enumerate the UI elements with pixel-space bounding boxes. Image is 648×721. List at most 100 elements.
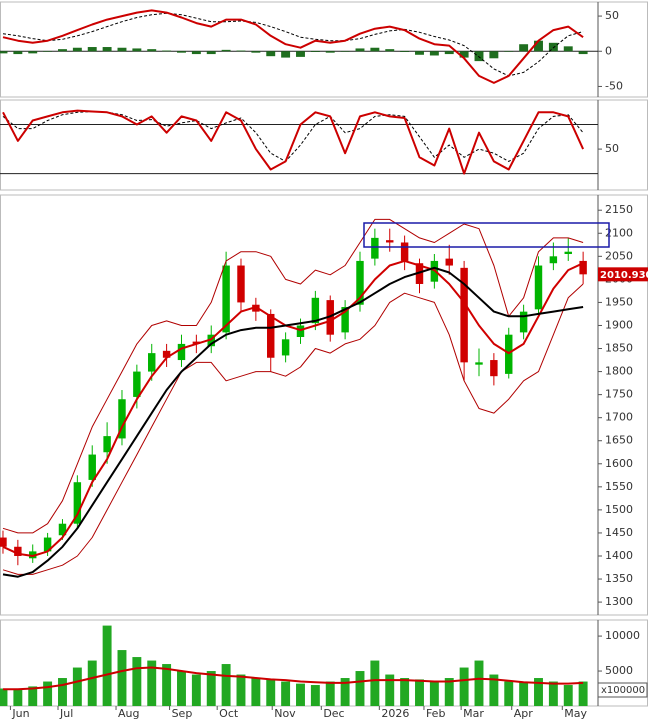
line-series	[2, 259, 584, 557]
bar	[221, 49, 231, 52]
candle-body	[14, 546, 22, 556]
bar	[281, 681, 291, 706]
x-tick-label: Mar	[463, 707, 484, 720]
y-tick-label: 1550	[605, 480, 633, 493]
highlight-box	[363, 222, 610, 248]
last-price-box	[598, 267, 648, 282]
bar	[0, 688, 8, 706]
candle-body	[386, 240, 394, 243]
bar	[459, 51, 469, 58]
last-price-label: 2010.930	[600, 270, 648, 281]
bar	[534, 678, 543, 706]
candle-body	[371, 237, 379, 259]
y-tick-label: 1700	[605, 411, 633, 424]
candle-body	[58, 523, 67, 536]
y-tick-label: 1400	[605, 549, 633, 562]
bar	[429, 51, 439, 56]
bar	[534, 40, 543, 52]
bar	[13, 51, 23, 55]
y-tick-label: 1600	[605, 457, 633, 470]
bar	[251, 678, 261, 706]
bar	[444, 51, 454, 55]
candle-body	[29, 551, 37, 559]
bar	[548, 42, 558, 52]
bar	[400, 678, 410, 706]
bar	[206, 671, 216, 706]
bar	[147, 660, 157, 706]
candle-body	[281, 339, 290, 356]
bar	[266, 679, 276, 706]
y-tick-label: 1950	[605, 295, 633, 308]
candle-body	[73, 482, 82, 524]
bar	[355, 48, 365, 52]
y-tick-label: 50	[605, 142, 619, 155]
bar	[117, 650, 127, 706]
bar	[236, 674, 246, 706]
bar	[578, 51, 588, 55]
bar	[474, 660, 484, 706]
bar	[548, 681, 558, 706]
bar	[519, 681, 529, 706]
bar	[415, 679, 424, 706]
candle-body	[490, 360, 498, 377]
candle-body	[549, 256, 558, 264]
candle-body	[579, 260, 587, 275]
candle-body	[564, 251, 572, 255]
y-tick-label: 0	[605, 44, 612, 57]
bar	[325, 681, 335, 706]
candle-body	[267, 313, 275, 358]
unit-box	[597, 682, 648, 698]
bar	[117, 47, 127, 52]
y-tick-label: 1750	[605, 388, 633, 401]
x-tick-label: Jul	[59, 707, 73, 720]
candle-body	[43, 537, 52, 552]
bar	[489, 51, 499, 59]
bar	[370, 660, 380, 706]
bar	[43, 51, 53, 52]
bar	[0, 51, 8, 54]
bar	[400, 51, 410, 52]
x-tick-label: May	[564, 707, 587, 720]
bar	[58, 678, 67, 706]
candle-body	[118, 399, 126, 439]
y-tick-label: 1350	[605, 572, 633, 585]
line-series	[2, 283, 584, 575]
bar	[519, 44, 529, 52]
x-tick-label: Nov	[274, 707, 296, 720]
candle-body	[162, 350, 171, 358]
bar	[177, 671, 186, 706]
candle-body	[415, 263, 424, 284]
line-series	[2, 12, 584, 77]
candle-body	[356, 260, 364, 305]
bar	[415, 51, 424, 55]
candle-body	[460, 267, 468, 363]
bar	[87, 47, 97, 52]
candle-body	[192, 341, 201, 344]
candle-body	[103, 436, 111, 453]
candle-body	[519, 311, 528, 333]
candle-body	[252, 304, 260, 312]
candle-body	[88, 454, 96, 480]
candle-body	[207, 334, 215, 347]
line-series	[2, 111, 584, 162]
x-tick-label: Dec	[323, 707, 344, 720]
candle-body	[296, 325, 305, 337]
bar	[147, 49, 157, 52]
y-tick-label: 1650	[605, 434, 633, 447]
y-tick-label: 5000	[605, 664, 633, 677]
bar	[429, 681, 439, 706]
candle-body	[326, 300, 334, 335]
bar	[221, 664, 231, 706]
x-tick-label: Jun	[11, 707, 29, 720]
candle-body	[445, 258, 453, 266]
bar	[13, 689, 23, 706]
y-tick-label: 2050	[605, 249, 633, 262]
candle-body	[341, 307, 349, 333]
bar	[325, 51, 335, 53]
line-series	[2, 266, 584, 578]
bar	[102, 47, 112, 52]
candle-body	[237, 265, 245, 303]
